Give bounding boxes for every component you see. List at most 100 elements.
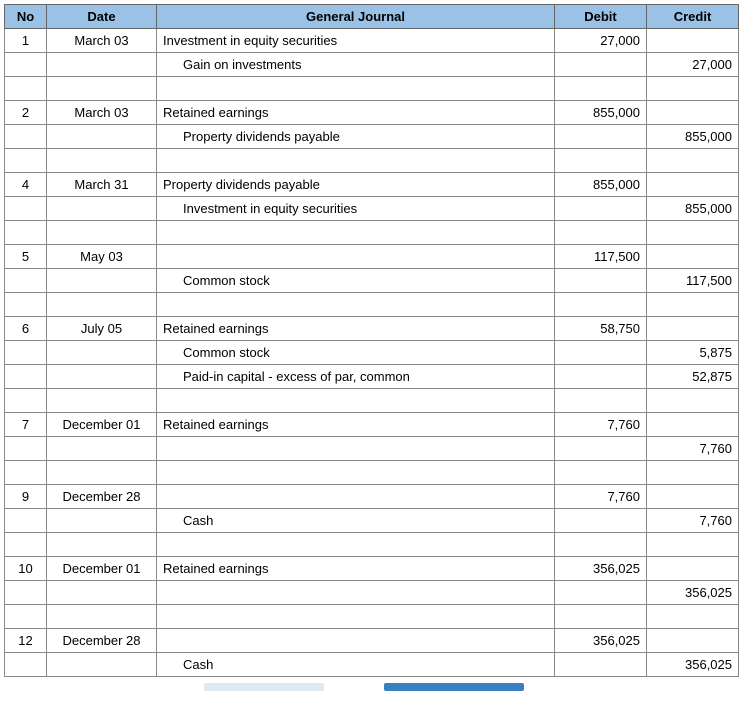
cell-credit xyxy=(647,533,739,557)
cell-credit xyxy=(647,149,739,173)
cell-date xyxy=(47,509,157,533)
cell-credit xyxy=(647,293,739,317)
cell-credit xyxy=(647,605,739,629)
cell-date: March 03 xyxy=(47,101,157,125)
cell-description: Paid-in capital - excess of par, common xyxy=(157,365,555,389)
cell-debit xyxy=(555,533,647,557)
cell-no: 2 xyxy=(5,101,47,125)
cell-description: Retained earnings xyxy=(157,413,555,437)
table-row: Gain on investments27,000 xyxy=(5,53,739,77)
cell-no xyxy=(5,653,47,677)
table-row: 356,025 xyxy=(5,581,739,605)
horizontal-scrollbar[interactable] xyxy=(4,679,739,697)
cell-credit: 356,025 xyxy=(647,581,739,605)
table-row xyxy=(5,533,739,557)
cell-date xyxy=(47,197,157,221)
cell-date xyxy=(47,125,157,149)
cell-credit: 5,875 xyxy=(647,341,739,365)
cell-description xyxy=(157,629,555,653)
cell-credit: 117,500 xyxy=(647,269,739,293)
table-row: 2March 03Retained earnings855,000 xyxy=(5,101,739,125)
cell-description xyxy=(157,293,555,317)
cell-date xyxy=(47,293,157,317)
cell-no xyxy=(5,149,47,173)
cell-no: 1 xyxy=(5,29,47,53)
table-row xyxy=(5,77,739,101)
cell-description xyxy=(157,437,555,461)
table-row: 4March 31Property dividends payable855,0… xyxy=(5,173,739,197)
cell-no xyxy=(5,221,47,245)
table-row xyxy=(5,389,739,413)
cell-credit xyxy=(647,173,739,197)
cell-debit: 855,000 xyxy=(555,173,647,197)
cell-description: Common stock xyxy=(157,341,555,365)
cell-date: December 01 xyxy=(47,557,157,581)
cell-debit: 7,760 xyxy=(555,485,647,509)
cell-debit xyxy=(555,653,647,677)
table-body: 1March 03Investment in equity securities… xyxy=(5,29,739,677)
cell-credit: 7,760 xyxy=(647,437,739,461)
cell-credit xyxy=(647,485,739,509)
cell-credit: 855,000 xyxy=(647,197,739,221)
cell-description: Retained earnings xyxy=(157,557,555,581)
table-row: Paid-in capital - excess of par, common 5… xyxy=(5,365,739,389)
cell-no: 12 xyxy=(5,629,47,653)
cell-date xyxy=(47,365,157,389)
cell-date xyxy=(47,437,157,461)
table-row xyxy=(5,461,739,485)
cell-date xyxy=(47,389,157,413)
scroll-track xyxy=(204,683,324,691)
cell-debit xyxy=(555,269,647,293)
table-row: 7,760 xyxy=(5,437,739,461)
table-row: 5May 03117,500 xyxy=(5,245,739,269)
cell-debit: 58,750 xyxy=(555,317,647,341)
cell-debit xyxy=(555,581,647,605)
table-row: 12December 28356,025 xyxy=(5,629,739,653)
cell-description xyxy=(157,461,555,485)
table-row: 10December 01Retained earnings356,025 xyxy=(5,557,739,581)
cell-date: March 03 xyxy=(47,29,157,53)
cell-date xyxy=(47,221,157,245)
cell-date xyxy=(47,533,157,557)
journal-table: No Date General Journal Debit Credit 1Ma… xyxy=(4,4,739,677)
cell-description xyxy=(157,221,555,245)
cell-description: Gain on investments xyxy=(157,53,555,77)
cell-debit xyxy=(555,293,647,317)
cell-credit xyxy=(647,557,739,581)
cell-description xyxy=(157,533,555,557)
cell-credit: 855,000 xyxy=(647,125,739,149)
cell-credit: 356,025 xyxy=(647,653,739,677)
cell-debit xyxy=(555,605,647,629)
cell-credit: 52,875 xyxy=(647,365,739,389)
cell-debit: 27,000 xyxy=(555,29,647,53)
cell-credit xyxy=(647,77,739,101)
scroll-thumb[interactable] xyxy=(384,683,524,691)
cell-description: Retained earnings xyxy=(157,101,555,125)
cell-description: Property dividends payable xyxy=(157,125,555,149)
cell-debit: 356,025 xyxy=(555,629,647,653)
cell-no: 9 xyxy=(5,485,47,509)
cell-no xyxy=(5,389,47,413)
cell-debit xyxy=(555,221,647,245)
cell-no xyxy=(5,461,47,485)
cell-no: 10 xyxy=(5,557,47,581)
cell-description xyxy=(157,149,555,173)
table-row: 7December 01Retained earnings7,760 xyxy=(5,413,739,437)
cell-debit xyxy=(555,365,647,389)
cell-debit xyxy=(555,509,647,533)
cell-description: Investment in equity securities xyxy=(157,29,555,53)
cell-credit xyxy=(647,29,739,53)
cell-description: Cash xyxy=(157,653,555,677)
table-row: Common stock 117,500 xyxy=(5,269,739,293)
table-row: Cash7,760 xyxy=(5,509,739,533)
cell-date xyxy=(47,605,157,629)
cell-date xyxy=(47,341,157,365)
cell-credit xyxy=(647,101,739,125)
cell-debit: 855,000 xyxy=(555,101,647,125)
cell-no xyxy=(5,53,47,77)
table-row: Property dividends payable 855,000 xyxy=(5,125,739,149)
cell-description: Common stock xyxy=(157,269,555,293)
cell-date xyxy=(47,77,157,101)
cell-date: December 28 xyxy=(47,485,157,509)
cell-date: May 03 xyxy=(47,245,157,269)
